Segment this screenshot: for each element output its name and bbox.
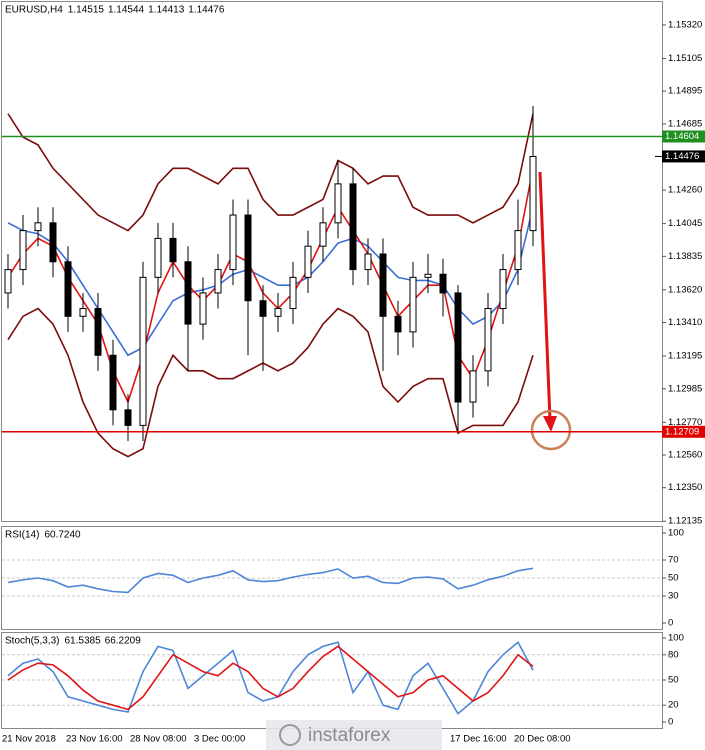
level-label: 1.14604 bbox=[665, 131, 699, 142]
indicator-line bbox=[7, 113, 534, 232]
candle-body bbox=[499, 269, 507, 310]
candle-body bbox=[169, 237, 177, 263]
candle-body bbox=[379, 253, 387, 317]
y-tick-label: 1.13195 bbox=[668, 351, 702, 362]
x-tick-label: 28 Nov 08:00 bbox=[130, 734, 187, 745]
candle-body bbox=[514, 230, 522, 271]
candle-body bbox=[184, 261, 192, 325]
y-tick-label: 1.15105 bbox=[668, 53, 702, 64]
x-tick-label: 20 Dec 08:00 bbox=[514, 734, 571, 745]
y-tick-label: 1.12350 bbox=[668, 482, 702, 493]
watermark-logo bbox=[279, 724, 301, 746]
candle-body bbox=[424, 273, 432, 278]
level-label: 1.12709 bbox=[665, 426, 699, 437]
candle-body bbox=[199, 292, 207, 325]
candle-body bbox=[34, 222, 42, 232]
x-tick-label: 23 Nov 16:00 bbox=[66, 734, 123, 745]
y-tick-label: 80 bbox=[668, 649, 679, 660]
candle-body bbox=[349, 183, 357, 271]
candle-body bbox=[229, 214, 237, 271]
candle-body bbox=[334, 183, 342, 224]
panel-title: RSI(14) bbox=[5, 530, 39, 541]
x-tick-label: 21 Nov 2018 bbox=[2, 734, 56, 745]
y-tick-label: 1.14045 bbox=[668, 218, 702, 229]
level-label-box bbox=[662, 425, 705, 438]
candle-body bbox=[214, 269, 222, 294]
y-tick-label: 1.12985 bbox=[668, 383, 702, 394]
candle-body bbox=[19, 230, 27, 271]
y-tick-label: 0 bbox=[668, 717, 673, 728]
y-tick-label: 1.14685 bbox=[668, 118, 702, 129]
y-tick-label: 50 bbox=[668, 573, 679, 584]
candle-body bbox=[364, 253, 372, 271]
header-value: 1.14544 bbox=[108, 5, 145, 16]
last-price-box bbox=[662, 150, 705, 163]
candle-body bbox=[484, 308, 492, 372]
candle-body bbox=[4, 269, 12, 294]
header-value: 60.7240 bbox=[44, 530, 81, 541]
header-value: 1.14515 bbox=[68, 5, 105, 16]
candle-body bbox=[394, 315, 402, 333]
header-value: 1.14476 bbox=[188, 5, 225, 16]
y-tick-label: 1.12770 bbox=[668, 417, 702, 428]
y-tick-label: 100 bbox=[668, 633, 684, 644]
candle-body bbox=[304, 245, 312, 278]
arrow-head bbox=[543, 416, 557, 432]
candle-body bbox=[49, 222, 57, 263]
candle-body bbox=[259, 300, 267, 317]
forecast-arrow bbox=[538, 171, 552, 421]
candle-body bbox=[64, 261, 72, 317]
y-tick-label: 100 bbox=[668, 528, 684, 539]
panel-title: EURUSD,H4 bbox=[5, 5, 63, 16]
y-tick-label: 1.13410 bbox=[668, 317, 702, 328]
y-tick-label: 1.13620 bbox=[668, 284, 702, 295]
candle-body bbox=[154, 237, 162, 278]
watermark: instaforex bbox=[308, 725, 391, 746]
header-value: 61.5385 bbox=[64, 636, 101, 647]
oscillator-line bbox=[7, 640, 534, 715]
watermark-box bbox=[266, 720, 442, 750]
x-tick-label: 3 Dec 00:00 bbox=[194, 734, 245, 745]
candle-body bbox=[439, 273, 447, 294]
candle-body bbox=[529, 155, 537, 232]
target-circle bbox=[530, 409, 572, 451]
y-tick-label: 1.14260 bbox=[668, 185, 702, 196]
candle-body bbox=[124, 409, 132, 426]
x-tick-label: 17 Dec 16:00 bbox=[450, 734, 507, 745]
y-tick-label: 70 bbox=[668, 555, 679, 566]
y-tick-label: 50 bbox=[668, 675, 679, 686]
candle-body bbox=[274, 308, 282, 317]
candle-body bbox=[319, 222, 327, 247]
y-tick-label: 30 bbox=[668, 591, 679, 602]
candle-body bbox=[94, 308, 102, 356]
y-tick-label: 0 bbox=[668, 618, 673, 629]
main-panel bbox=[1, 1, 663, 522]
candle-body bbox=[109, 354, 117, 411]
oscillator-line bbox=[7, 567, 534, 594]
y-tick-label: 1.12560 bbox=[668, 450, 702, 461]
y-tick-label: 1.14895 bbox=[668, 86, 702, 97]
candle-body bbox=[244, 214, 252, 302]
header-value: 1.14413 bbox=[148, 5, 185, 16]
candle-body bbox=[79, 308, 87, 317]
y-tick-label: 1.12135 bbox=[668, 516, 702, 527]
indicator-line bbox=[7, 307, 534, 458]
oscillator-line bbox=[7, 645, 534, 711]
candle-body bbox=[289, 276, 297, 310]
y-tick-label: 20 bbox=[668, 700, 679, 711]
candle-body bbox=[139, 276, 147, 426]
header-value: 66.2209 bbox=[105, 636, 142, 647]
candle-body bbox=[469, 370, 477, 403]
level-label-box bbox=[662, 130, 705, 143]
panel-title: Stoch(5,3,3) bbox=[5, 636, 59, 647]
candle-body bbox=[409, 276, 417, 333]
y-tick-label: 1.13835 bbox=[668, 251, 702, 262]
last-price-label: 1.14476 bbox=[665, 151, 699, 162]
candle-body bbox=[454, 292, 462, 403]
y-tick-label: 1.15320 bbox=[668, 19, 702, 30]
